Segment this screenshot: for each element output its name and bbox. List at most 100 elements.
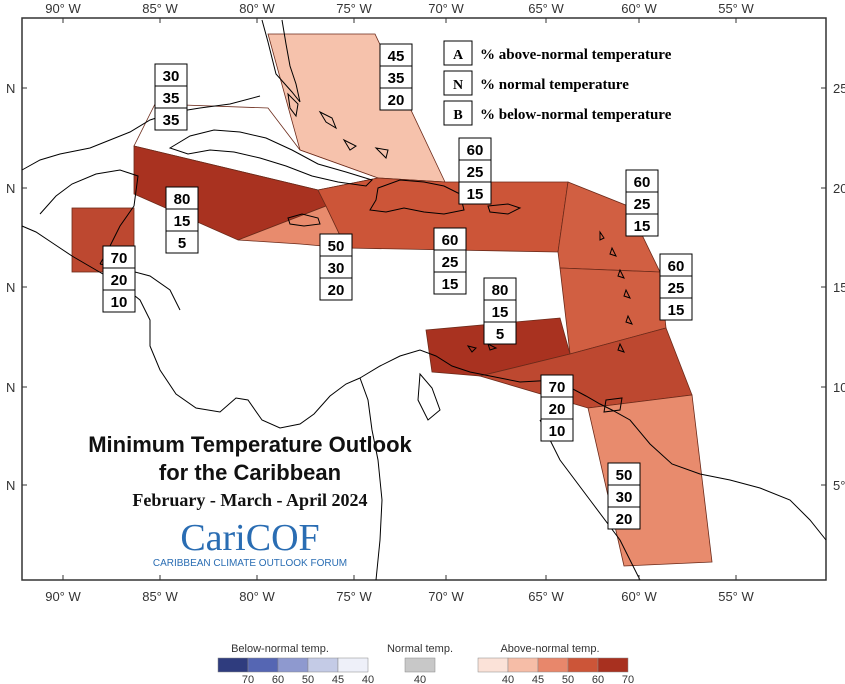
prob-value: 15 [174, 213, 191, 230]
prob-cell [154, 107, 188, 131]
colorbar-tick-above: 60 [592, 674, 604, 684]
coast-cuba [168, 129, 373, 187]
prob-value: 60 [442, 232, 459, 249]
prob-value: 60 [467, 142, 484, 159]
prob-value: 15 [668, 302, 685, 319]
prob-value: 50 [616, 467, 633, 484]
prob-value: 70 [549, 379, 566, 396]
title-line-2: for the Caribbean [159, 460, 341, 485]
logo-name: CariCOF [180, 517, 319, 559]
prob-box-windward-islands: 60 25 15 [659, 253, 693, 321]
lon-label-bottom: 60° W [621, 589, 657, 604]
prob-value: 15 [467, 186, 484, 203]
prob-value: 25 [668, 280, 685, 297]
prob-cell [625, 213, 659, 237]
prob-value: 20 [111, 272, 128, 289]
colorbar-tick-above: 40 [502, 674, 514, 684]
colorbar-above-title: Above-normal temp. [500, 643, 599, 655]
lon-label-top: 65° W [528, 1, 564, 16]
legend-text-below: % below-normal temperature [480, 107, 672, 123]
prob-value: 25 [634, 196, 651, 213]
prob-box-jamaica-south: 50 30 20 [319, 233, 353, 301]
colorbar-swatch-normal [404, 657, 436, 673]
lon-label-top: 70° W [428, 1, 464, 16]
legend-key-below: B [453, 108, 462, 123]
coast-hispaniola [369, 179, 465, 215]
colorbar-tick-above: 45 [532, 674, 544, 684]
lat-label-right: 25 [833, 81, 845, 96]
title-line-1: Minimum Temperature Outlook [88, 432, 412, 457]
prob-value: 80 [174, 191, 191, 208]
caricof-logo: CariCOF CARIBBEAN CLIMATE OUTLOOK FORUM [153, 517, 347, 569]
prob-value: 30 [616, 489, 633, 506]
prob-value: 10 [111, 294, 128, 311]
lon-label-top: 60° W [621, 1, 657, 16]
border-venezuela [539, 419, 641, 581]
prob-box-cayman-jamaica: 80 15 5 [165, 186, 199, 254]
prob-value: 15 [634, 218, 651, 235]
colorbar-swatch-below [247, 657, 279, 673]
prob-value: 20 [616, 511, 633, 528]
lon-label-bottom: 80° W [239, 589, 275, 604]
prob-value: 20 [388, 92, 405, 109]
prob-value: 20 [549, 401, 566, 418]
colorbar-tick-below: 50 [302, 674, 314, 684]
prob-cell [102, 289, 136, 313]
prob-value: 5 [496, 326, 504, 343]
coast-bahamas-3 [342, 138, 357, 151]
prob-cell [483, 321, 517, 345]
legend-item-above: A % above-normal temperature [443, 40, 672, 66]
prob-box-cuba-north: 30 35 35 [154, 63, 188, 131]
lat-label-left: N [6, 181, 15, 196]
lat-label-right: 20 [833, 181, 845, 196]
legend-key-above: A [453, 48, 464, 63]
prob-cell [659, 297, 693, 321]
axis-top: 90° W 85° W 80° W 75° W 70° W 65° W 60° … [45, 1, 754, 16]
ticks [22, 18, 826, 580]
colorbar-tick-below: 40 [362, 674, 374, 684]
prob-cell [607, 506, 641, 530]
coast-yucatan [39, 169, 139, 265]
prob-cell [540, 418, 574, 442]
coast-lesser-antilles [599, 230, 633, 413]
colorbar-swatch-below [217, 657, 249, 673]
colorbar-swatch-below [277, 657, 309, 673]
legend-item-below: B % below-normal temperature [443, 100, 672, 126]
probability-boxes: 45 35 20 70 20 10 30 35 35 80 15 5 50 30 20 60 25 15 60 25 1… [102, 43, 693, 530]
title-period: February - March - April 2024 [132, 490, 367, 510]
prob-value: 45 [388, 48, 405, 65]
prob-value: 10 [549, 423, 566, 440]
prob-box-hispaniola: 60 25 15 [458, 137, 492, 205]
prob-value: 15 [442, 276, 459, 293]
lon-label-bottom: 75° W [336, 589, 372, 604]
prob-value: 35 [163, 90, 180, 107]
coast-jamaica [287, 213, 321, 227]
prob-cell [165, 230, 199, 254]
prob-box-leeward-islands: 60 25 15 [625, 169, 659, 237]
lon-label-top: 85° W [142, 1, 178, 16]
prob-box-trinidad: 70 20 10 [540, 374, 574, 442]
colorbar-swatch-above [477, 657, 509, 673]
prob-value: 60 [668, 258, 685, 275]
lon-label-top: 80° W [239, 1, 275, 16]
colorbar-tick-below: 60 [272, 674, 284, 684]
coast-gulf [21, 95, 261, 171]
colorbar-swatch-above [567, 657, 599, 673]
lat-label-right: 5° [833, 478, 845, 493]
lon-label-top: 55° W [718, 1, 754, 16]
colorbar-below-title: Below-normal temp. [231, 643, 329, 655]
lon-label-bottom: 90° W [45, 589, 81, 604]
prob-cell [458, 181, 492, 205]
lat-label-left: N [6, 478, 15, 493]
prob-value: 70 [111, 250, 128, 267]
coast-bahamas-2 [318, 110, 338, 130]
colorbar: Below-normal temp. Normal temp. Above-no… [217, 643, 634, 684]
prob-value: 60 [634, 174, 651, 191]
prob-value: 30 [328, 260, 345, 277]
prob-value: 25 [467, 164, 484, 181]
coast-abc [466, 343, 498, 353]
colorbar-tick-above: 70 [622, 674, 634, 684]
prob-box-abc-islands: 80 15 5 [483, 277, 517, 345]
lon-label-top: 75° W [336, 1, 372, 16]
coast-florida [261, 19, 301, 103]
